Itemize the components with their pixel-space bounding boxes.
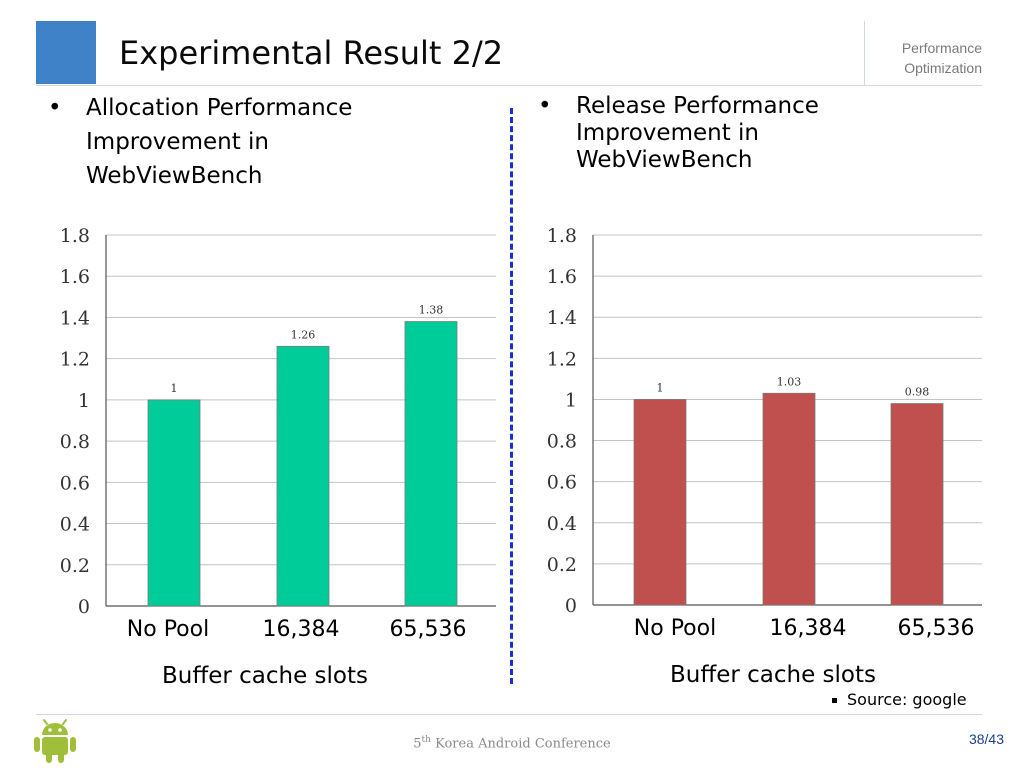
left-x-category-1: No Pool (126, 617, 210, 642)
slide-title: Experimental Result 2/2 (119, 34, 504, 72)
section-label: Performance Optimization (866, 38, 982, 78)
left-y-tick-label: 0 (78, 596, 90, 618)
footer-conference-name: Korea Android Conference (430, 736, 611, 752)
chart-divider (510, 108, 513, 684)
header-divider (864, 21, 865, 85)
left-y-tick-label: 1.8 (60, 225, 90, 247)
left-y-tick-label: 1 (78, 390, 90, 412)
right-x-category-1: No Pool (633, 616, 717, 641)
right-y-tick-label: 1 (565, 389, 577, 411)
right-data-label: 1 (657, 381, 664, 394)
left-y-tick-label: 0.8 (60, 431, 90, 453)
section-label-line-1: Performance (901, 40, 982, 56)
right-data-label: 0.98 (905, 386, 930, 399)
right-bullet-line-2: Improvement in (576, 120, 760, 146)
right-y-tick-label: 0.4 (547, 513, 577, 535)
right-bullet-text: Release Performance Improvement in WebVi… (576, 93, 819, 174)
left-y-tick-label: 0.4 (60, 514, 90, 536)
source-note: Source: google (832, 690, 967, 709)
right-y-tick-label: 1.4 (547, 307, 577, 329)
bullet-marker: • (48, 95, 62, 121)
left-y-tick-label: 1.6 (60, 266, 90, 288)
left-bullet: • Allocation Performance Improvement in … (48, 91, 468, 201)
right-bar (762, 392, 816, 606)
android-robot-icon (34, 719, 76, 763)
title-accent-block (36, 21, 96, 84)
title-underline (36, 85, 982, 86)
right-y-tick-label: 1.6 (547, 266, 577, 288)
right-y-tick-label: 1.2 (547, 348, 577, 370)
left-bar (276, 345, 330, 607)
footer-ordinal: 5 (413, 736, 422, 752)
left-bar (147, 399, 201, 607)
right-bullet: • Release Performance Improvement in Web… (538, 93, 978, 183)
left-y-tick-label: 0.2 (60, 555, 90, 577)
left-data-label: 1.26 (291, 328, 316, 341)
right-bar (890, 403, 944, 606)
bullet-marker: • (538, 93, 552, 119)
right-data-label: 1.03 (777, 375, 802, 388)
right-x-category-2: 16,384 (769, 616, 847, 641)
right-y-tick-label: 0.8 (547, 431, 577, 453)
right-y-tick-label: 0 (565, 595, 577, 617)
left-bullet-line-2: Improvement in (86, 129, 270, 155)
right-bullet-line-1: Release Performance (576, 93, 819, 119)
left-x-category-3: 65,536 (389, 617, 467, 642)
footer-ordinal-suffix: th (421, 735, 431, 745)
left-bullet-line-1: Allocation Performance (86, 95, 353, 121)
right-x-category-3: 65,536 (897, 616, 975, 641)
right-x-axis-title: Buffer cache slots (670, 662, 876, 688)
footer-rule (36, 714, 982, 715)
left-y-tick-label: 1.4 (60, 307, 90, 329)
left-bar (404, 321, 458, 607)
right-bar (633, 399, 687, 606)
left-data-label: 1.38 (419, 304, 444, 317)
left-y-tick-label: 1.2 (60, 349, 90, 371)
source-text: Source: google (847, 690, 967, 709)
left-data-label: 1 (171, 382, 178, 395)
footer-conference: 5th Korea Android Conference (0, 735, 1024, 751)
right-y-tick-label: 0.6 (547, 472, 577, 494)
square-bullet-icon (832, 698, 837, 703)
left-x-category-2: 16,384 (262, 617, 340, 642)
left-bullet-text: Allocation Performance Improvement in We… (86, 91, 352, 193)
right-y-tick-label: 0.2 (547, 554, 577, 576)
left-bullet-line-3: WebViewBench (86, 163, 263, 189)
page-number: 38/43 (968, 731, 1004, 747)
section-label-line-2: Optimization (904, 60, 982, 76)
right-y-tick-label: 1.8 (547, 225, 577, 247)
right-bullet-line-3: WebViewBench (576, 147, 753, 173)
left-y-tick-label: 0.6 (60, 472, 90, 494)
left-x-axis-title: Buffer cache slots (162, 663, 368, 689)
